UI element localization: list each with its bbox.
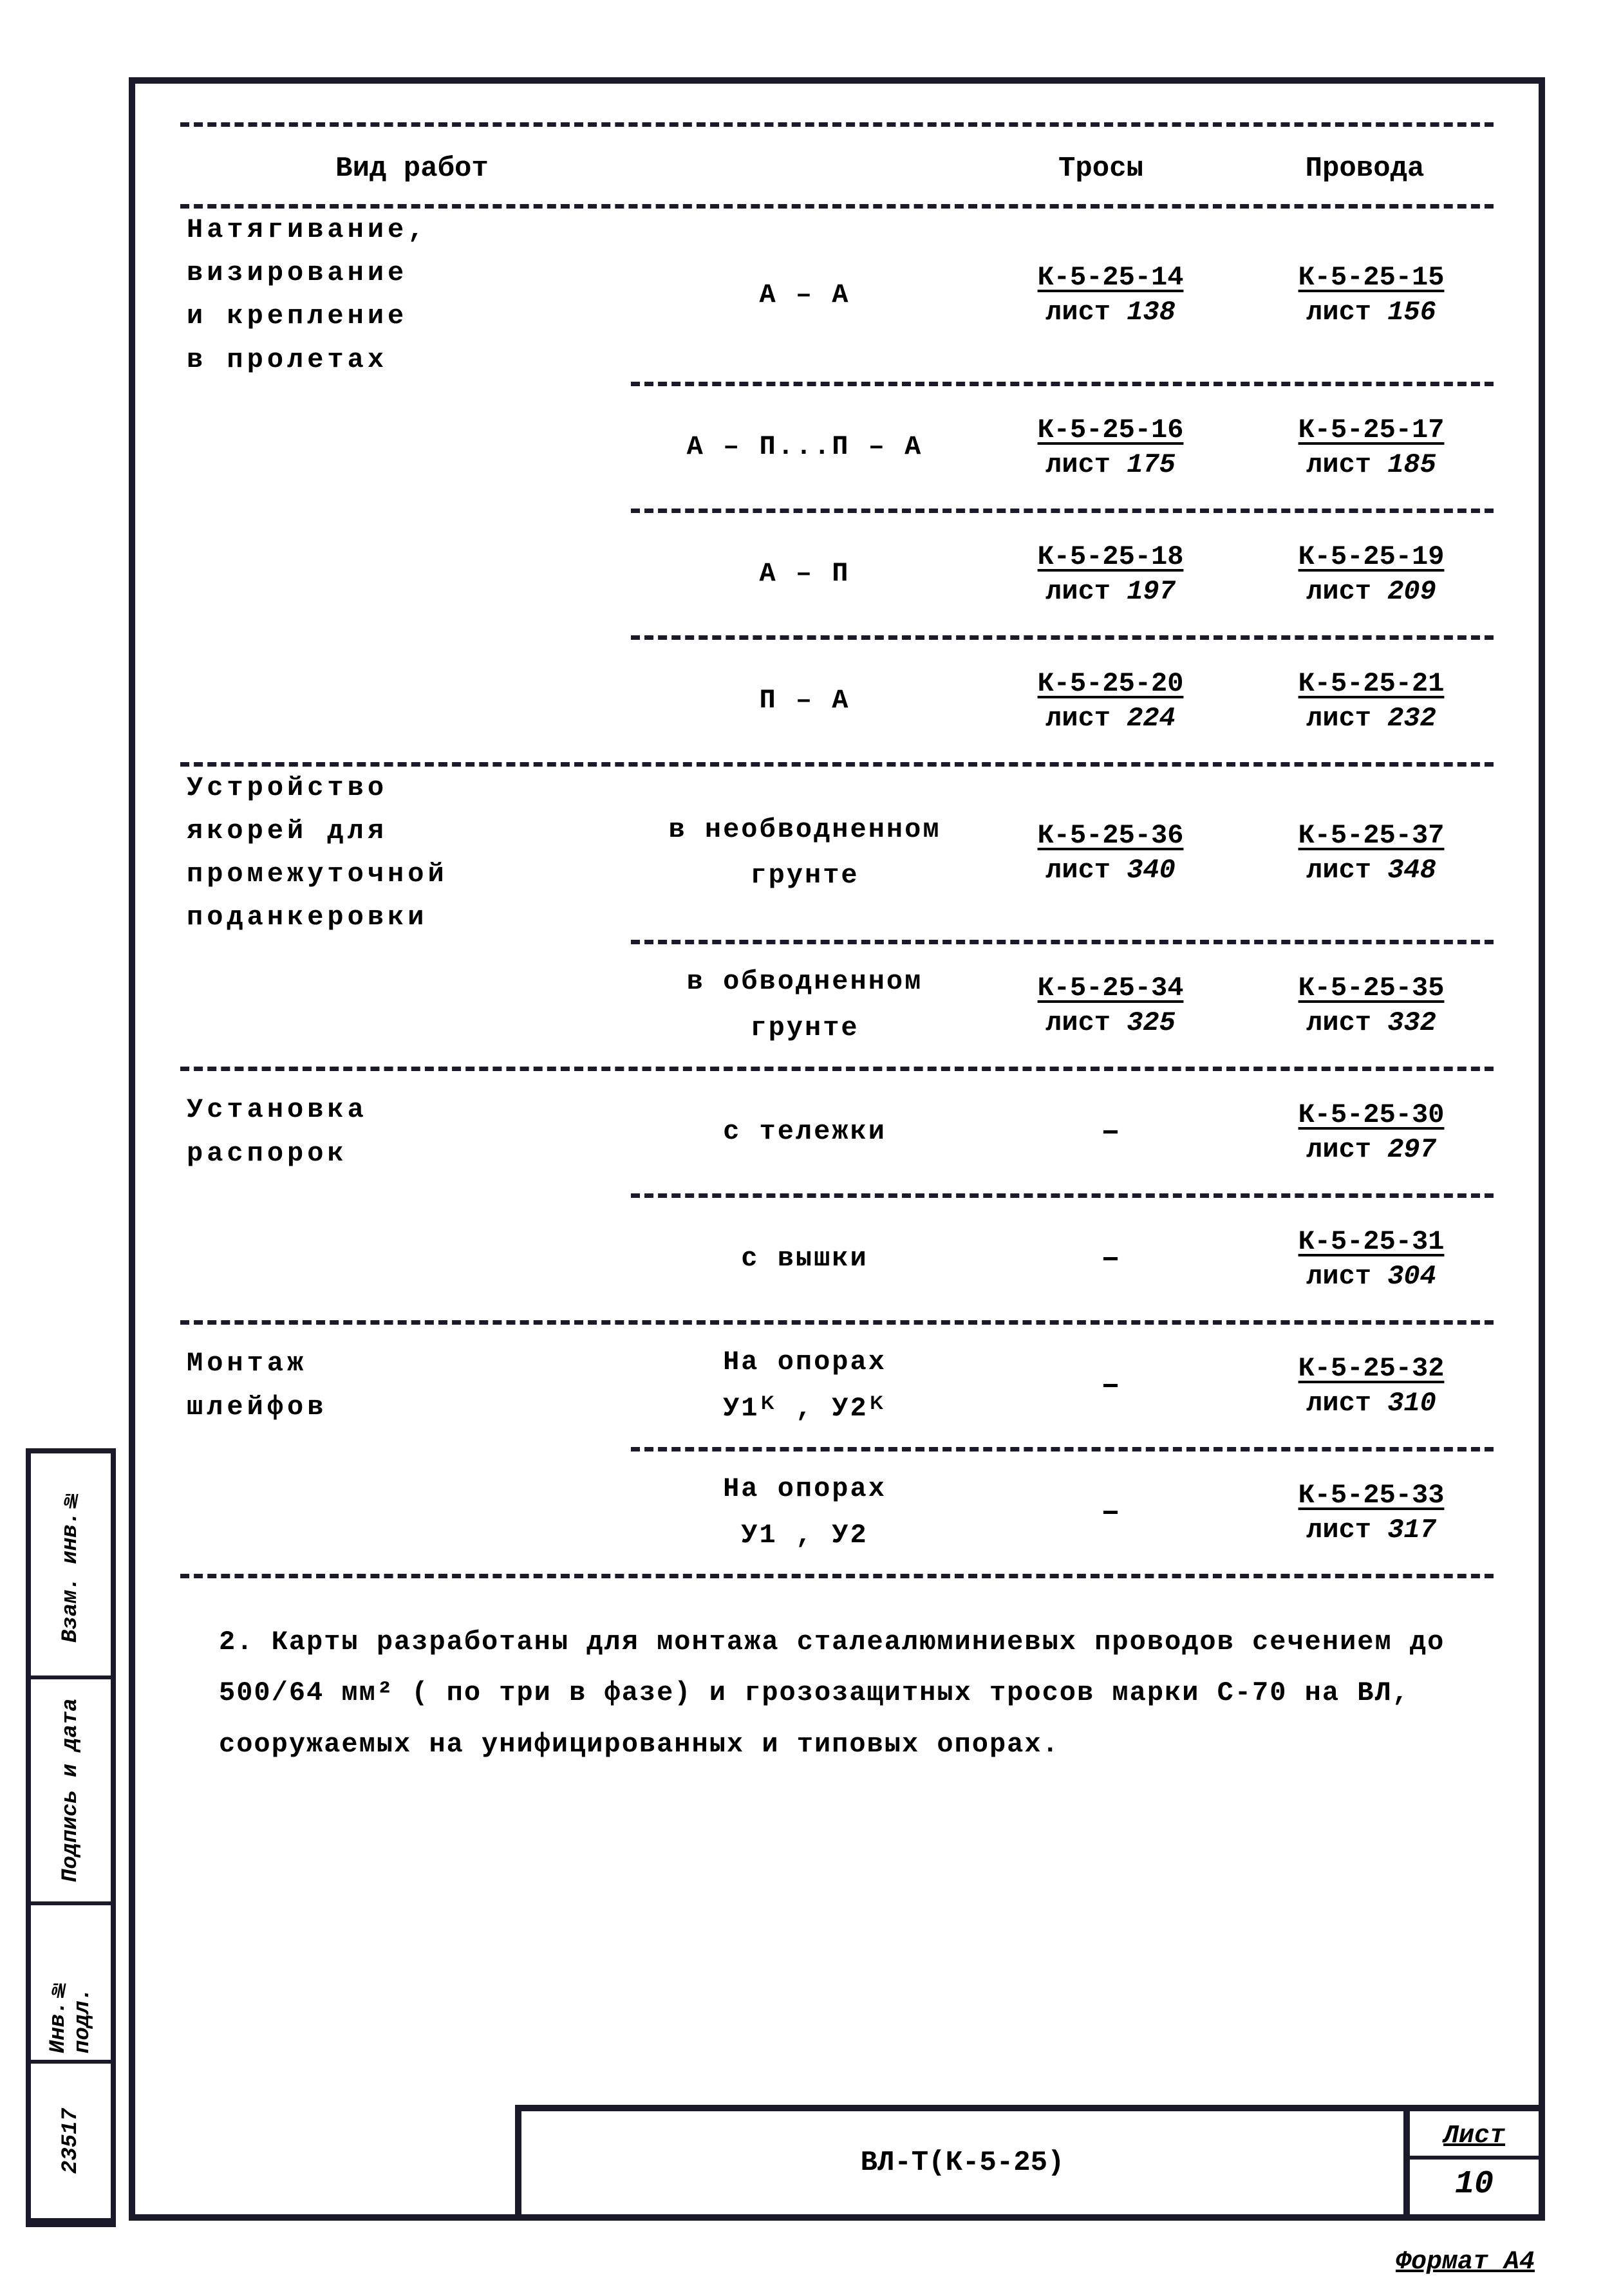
wire-ref-cell: К-5-25-21лист 232 [1249,668,1494,734]
wire-ref-cell: К-5-25-19лист 209 [1249,541,1494,607]
format-label: Формат А4 [1396,2248,1535,2277]
wire-ref-cell: К-5-25-32лист 310 [1249,1353,1494,1419]
content-area: Вид работ Тросы Провода Натягивание,визи… [135,84,1539,1816]
variant-cell: А – П...П – А [637,424,972,470]
divider [631,940,1494,944]
divider [180,204,1494,209]
wire-ref-cell: К-5-25-17лист 185 [1249,415,1494,480]
variant-cell: с тележки [637,1109,972,1155]
divider [631,635,1494,640]
divider [631,1447,1494,1451]
table-row: с вышки–К-5-25-31лист 304 [180,1198,1494,1320]
sheet-number: 10 [1455,2160,1494,2209]
cable-ref-cell: К-5-25-18лист 197 [972,541,1249,607]
table-row: Установкараспорокс тележки–К-5-25-30лист… [180,1071,1494,1193]
table-row: На опорахУ1 , У2–К-5-25-33лист 317 [180,1451,1494,1574]
table-header: Вид работ Тросы Провода [180,127,1494,204]
section-label: Натягивание,визированиеи креплениев прол… [187,209,637,382]
cable-ref-cell: – [972,1114,1249,1150]
table-row: П – АК-5-25-20лист 224К-5-25-21лист 232 [180,640,1494,762]
cable-ref-cell: К-5-25-36лист 340 [972,820,1249,886]
divider [631,382,1494,386]
section-label: Устройствоякорей дляпромежуточнойподанке… [187,767,637,940]
footnote: 2. Карты разработаны для монтажа сталеал… [180,1578,1494,1790]
work-type-cell: Устройствоякорей дляпромежуточнойподанке… [180,767,637,940]
table-row: Натягивание,визированиеи креплениев прол… [180,209,1494,382]
divider [631,1193,1494,1198]
cable-ref-cell: К-5-25-16лист 175 [972,415,1249,480]
wire-ref-cell: К-5-25-15лист 156 [1249,262,1494,328]
cable-ref-cell: К-5-25-14лист 138 [972,262,1249,328]
side-replace: Взам. инв.№ [31,1453,111,1679]
variant-cell: А – А [637,272,972,318]
cable-ref-cell: – [972,1494,1249,1531]
section-label: Монтажшлейфов [187,1342,637,1428]
variant-cell: с вышки [637,1236,972,1282]
table-row: МонтажшлейфовНа опорахУ1ᴷ , У2ᴷ–К-5-25-3… [180,1325,1494,1447]
side-stamp: 23517 Инв.№ подл. Подпись и дата Взам. и… [26,1448,116,2227]
divider [180,1320,1494,1325]
wire-ref-cell: К-5-25-33лист 317 [1249,1480,1494,1545]
variant-cell: А – П [637,551,972,597]
sheet-cell: Лист 10 [1410,2111,1539,2214]
divider [180,1574,1494,1578]
side-inv-value: 23517 [59,2108,83,2174]
document-code: ВЛ-Т(К-5-25) [521,2111,1410,2214]
table-row: А – П...П – АК-5-25-16лист 175К-5-25-17л… [180,386,1494,509]
sheet-label: Лист [1410,2116,1539,2160]
variant-cell: П – А [637,678,972,723]
title-block: ВЛ-Т(К-5-25) Лист 10 [515,2105,1545,2221]
page: Вид работ Тросы Провода Натягивание,визи… [0,0,1612,2296]
work-type-cell: Монтажшлейфов [180,1342,637,1428]
cable-ref-cell: – [972,1240,1249,1277]
divider [180,122,1494,127]
table-row: в обводненномгрунтеК-5-25-34лист 325К-5-… [180,944,1494,1067]
wire-ref-cell: К-5-25-31лист 304 [1249,1226,1494,1292]
header-cables: Тросы [966,153,1236,185]
section-label: Установкараспорок [187,1088,637,1175]
divider [631,509,1494,513]
table-row: Устройствоякорей дляпромежуточнойподанке… [180,767,1494,940]
side-inv-num: 23517 [31,2064,111,2222]
divider [180,762,1494,767]
cable-ref-cell: – [972,1367,1249,1404]
variant-cell: На опорахУ1 , У2 [637,1466,972,1558]
wire-ref-cell: К-5-25-35лист 332 [1249,973,1494,1038]
header-work-type: Вид работ [180,153,644,185]
variant-cell: в необводненномгрунте [637,807,972,899]
work-type-cell: Натягивание,визированиеи креплениев прол… [180,209,637,382]
side-signature: Подпись и дата [31,1679,111,1905]
wire-ref-cell: К-5-25-30лист 297 [1249,1099,1494,1165]
header-wires: Провода [1236,153,1494,185]
header-spacer [644,153,966,185]
cable-ref-cell: К-5-25-20лист 224 [972,668,1249,734]
table-body: Натягивание,визированиеи креплениев прол… [180,209,1494,1578]
side-inv-label: Инв.№ подл. [31,1905,111,2064]
variant-cell: На опорахУ1ᴷ , У2ᴷ [637,1339,972,1432]
table-row: А – ПК-5-25-18лист 197К-5-25-19лист 209 [180,513,1494,635]
document-frame: Вид работ Тросы Провода Натягивание,визи… [129,77,1545,2221]
divider [180,1067,1494,1071]
wire-ref-cell: К-5-25-37лист 348 [1249,820,1494,886]
variant-cell: в обводненномгрунте [637,959,972,1051]
work-type-cell: Установкараспорок [180,1088,637,1175]
cable-ref-cell: К-5-25-34лист 325 [972,973,1249,1038]
